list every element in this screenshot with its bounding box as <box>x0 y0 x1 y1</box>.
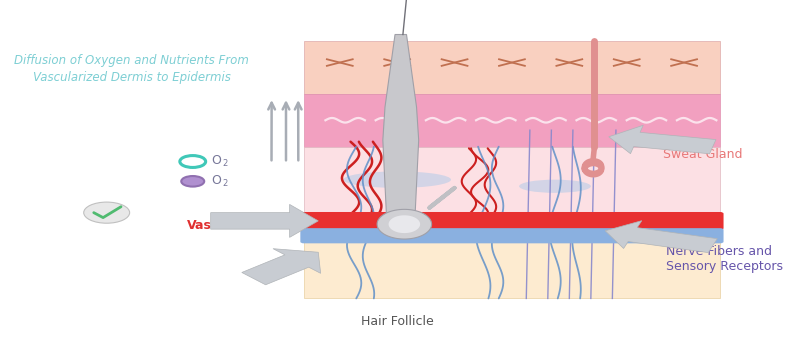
Text: Sweat Gland: Sweat Gland <box>662 148 742 162</box>
Polygon shape <box>383 35 418 214</box>
Text: Nerve Fibers and
Sensory Receptors: Nerve Fibers and Sensory Receptors <box>666 245 783 273</box>
Polygon shape <box>605 221 717 253</box>
FancyBboxPatch shape <box>300 212 724 230</box>
Text: 2: 2 <box>222 159 227 168</box>
Text: O: O <box>211 174 222 187</box>
Polygon shape <box>389 215 420 233</box>
Polygon shape <box>210 204 318 237</box>
Bar <box>304 147 720 226</box>
Text: O: O <box>211 154 222 167</box>
Text: Hair Follicle: Hair Follicle <box>361 315 434 328</box>
Polygon shape <box>609 125 716 154</box>
Text: 2: 2 <box>222 179 227 188</box>
Text: Diffusion of Oxygen and Nutrients From
Vascularized Dermis to Epidermis: Diffusion of Oxygen and Nutrients From V… <box>14 54 249 84</box>
Circle shape <box>84 202 130 223</box>
Ellipse shape <box>344 171 451 188</box>
Bar <box>304 226 720 298</box>
FancyBboxPatch shape <box>300 228 724 243</box>
Ellipse shape <box>519 180 591 193</box>
Text: Vasculature: Vasculature <box>187 219 270 233</box>
Polygon shape <box>241 249 320 285</box>
Circle shape <box>181 176 204 186</box>
Polygon shape <box>377 209 432 239</box>
Bar <box>304 41 720 94</box>
Bar <box>304 94 720 147</box>
